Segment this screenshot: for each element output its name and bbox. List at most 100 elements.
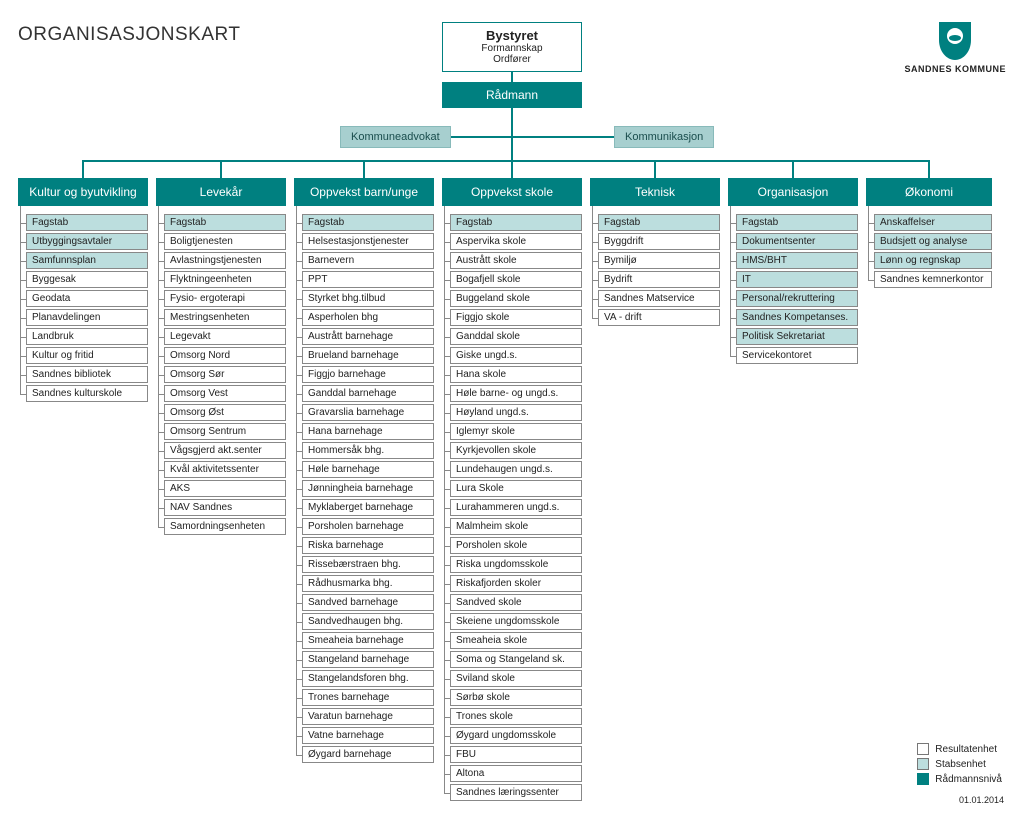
unit-box: Samfunnsplan [26,252,148,269]
unit-box: Sandved barnehage [302,594,434,611]
unit-box: Bydrift [598,271,720,288]
column-levekar: LevekårFagstabBoligtjenestenAvlastningst… [156,178,286,535]
unit-box: Hana barnehage [302,423,434,440]
unit-box: Riska barnehage [302,537,434,554]
unit-box: Legevakt [164,328,286,345]
unit-box: Byggesak [26,271,148,288]
unit-box: Gravarslia barnehage [302,404,434,421]
unit-box: Høle barne- og ungd.s. [450,385,582,402]
unit-box: Stangeland barnehage [302,651,434,668]
unit-box: Sandvedhaugen bhg. [302,613,434,630]
unit-box: Varatun barnehage [302,708,434,725]
shield-icon [935,20,975,62]
unit-box: Fagstab [26,214,148,231]
unit-box: Jønningheia barnehage [302,480,434,497]
unit-box: Riska ungdomsskole [450,556,582,573]
children-kultur: Fagstab Utbyggingsavtaler Samfunnsplan Bygg… [18,214,148,402]
unit-box: Sandnes bibliotek [26,366,148,383]
column-kultur: Kultur og byutvikling Fagstab Utbyggingsav… [18,178,148,402]
unit-box: Aspervika skole [450,233,582,250]
department-columns: Kultur og byutvikling Fagstab Utbyggingsav… [18,178,1006,801]
unit-box: Bogafjell skole [450,271,582,288]
unit-box: IT [736,271,858,288]
org-chart: Bystyret Formannskap Ordfører Rådmann Ko… [18,14,1006,801]
children-organisasjon: FagstabDokumentsenterHMS/BHTITPersonal/r… [728,214,858,364]
column-head-organisasjon: Organisasjon [728,178,858,206]
unit-box: Sørbø skole [450,689,582,706]
unit-box: Malmheim skole [450,518,582,535]
kommuneadvokat-box: Kommuneadvokat [340,126,451,148]
unit-box: Fagstab [302,214,434,231]
unit-box: Budsjett og analyse [874,233,992,250]
column-head-oppvekst_barn: Oppvekst barn/unge [294,178,434,206]
unit-box: Kvål aktivitetssenter [164,461,286,478]
unit-box: Ganddal barnehage [302,385,434,402]
unit-box: Flyktningeenheten [164,271,286,288]
unit-box: Kultur og fritid [26,347,148,364]
column-head-kultur: Kultur og byutvikling [18,178,148,206]
unit-box: Fagstab [598,214,720,231]
unit-box: Hana skole [450,366,582,383]
unit-box: HMS/BHT [736,252,858,269]
unit-box: Høyland ungd.s. [450,404,582,421]
unit-box: Mestringsenheten [164,309,286,326]
unit-box: Styrket bhg.tilbud [302,290,434,307]
unit-box: Sandved skole [450,594,582,611]
municipality-logo: SANDNES KOMMUNE [904,20,1006,74]
legend-result: Resultatenhet [917,743,1002,755]
unit-box: Fagstab [736,214,858,231]
unit-box: Fagstab [164,214,286,231]
legend: Resultatenhet Stabsenhet Rådmannsnivå [917,740,1002,785]
side-staff-row: Kommuneadvokat Kommunikasjon [18,122,1006,150]
unit-box: Utbyggingsavtaler [26,233,148,250]
unit-box: Boligtjenesten [164,233,286,250]
unit-box: Sviland skole [450,670,582,687]
kommunikasjon-box: Kommunikasjon [614,126,714,148]
children-levekar: FagstabBoligtjenestenAvlastningstjeneste… [156,214,286,535]
unit-box: Buggeland skole [450,290,582,307]
date-label: 01.01.2014 [959,795,1004,805]
unit-box: FBU [450,746,582,763]
unit-box: Hommersåk bhg. [302,442,434,459]
unit-box: Soma og Stangeland sk. [450,651,582,668]
unit-box: Figgjo barnehage [302,366,434,383]
unit-box: Trones skole [450,708,582,725]
unit-box: Lundehaugen ungd.s. [450,461,582,478]
column-head-okonomi: Økonomi [866,178,992,206]
children-oppvekst_skole: Fagstab Aspervika skole Austrått skole Boga… [442,214,582,801]
column-head-teknisk: Teknisk [590,178,720,206]
unit-box: Sandnes kulturskole [26,385,148,402]
unit-box: Porsholen barnehage [302,518,434,535]
unit-box: Porsholen skole [450,537,582,554]
formannskap-label: Formannskap [449,43,575,54]
ordforer-label: Ordfører [449,54,575,65]
unit-box: Iglemyr skole [450,423,582,440]
unit-box: Øygard barnehage [302,746,434,763]
unit-box: VA - drift [598,309,720,326]
unit-box: Austrått skole [450,252,582,269]
top-governance-box: Bystyret Formannskap Ordfører [442,22,582,72]
unit-box: Samordningsenheten [164,518,286,535]
unit-box: Servicekontoret [736,347,858,364]
unit-box: Helsestasjonstjenester [302,233,434,250]
unit-box: Planavdelingen [26,309,148,326]
column-okonomi: Økonomi Anskaffelser Budsjett og analyse Lø… [866,178,992,288]
unit-box: Fagstab [450,214,582,231]
unit-box: Kyrkjevollen skole [450,442,582,459]
unit-box: Lønn og regnskap [874,252,992,269]
unit-box: Omsorg Sør [164,366,286,383]
unit-box: Høle barnehage [302,461,434,478]
unit-box: Ganddal skole [450,328,582,345]
unit-box: Rissebærstraen bhg. [302,556,434,573]
unit-box: Bymiljø [598,252,720,269]
unit-box: Anskaffelser [874,214,992,231]
unit-box: Riskafjorden skoler [450,575,582,592]
unit-box: PPT [302,271,434,288]
unit-box: Omsorg Øst [164,404,286,421]
unit-box: Barnevern [302,252,434,269]
unit-box: Øygard ungdomsskole [450,727,582,744]
unit-box: Dokumentsenter [736,233,858,250]
unit-box: Brueland barnehage [302,347,434,364]
unit-box: Geodata [26,290,148,307]
unit-box: Lura Skole [450,480,582,497]
